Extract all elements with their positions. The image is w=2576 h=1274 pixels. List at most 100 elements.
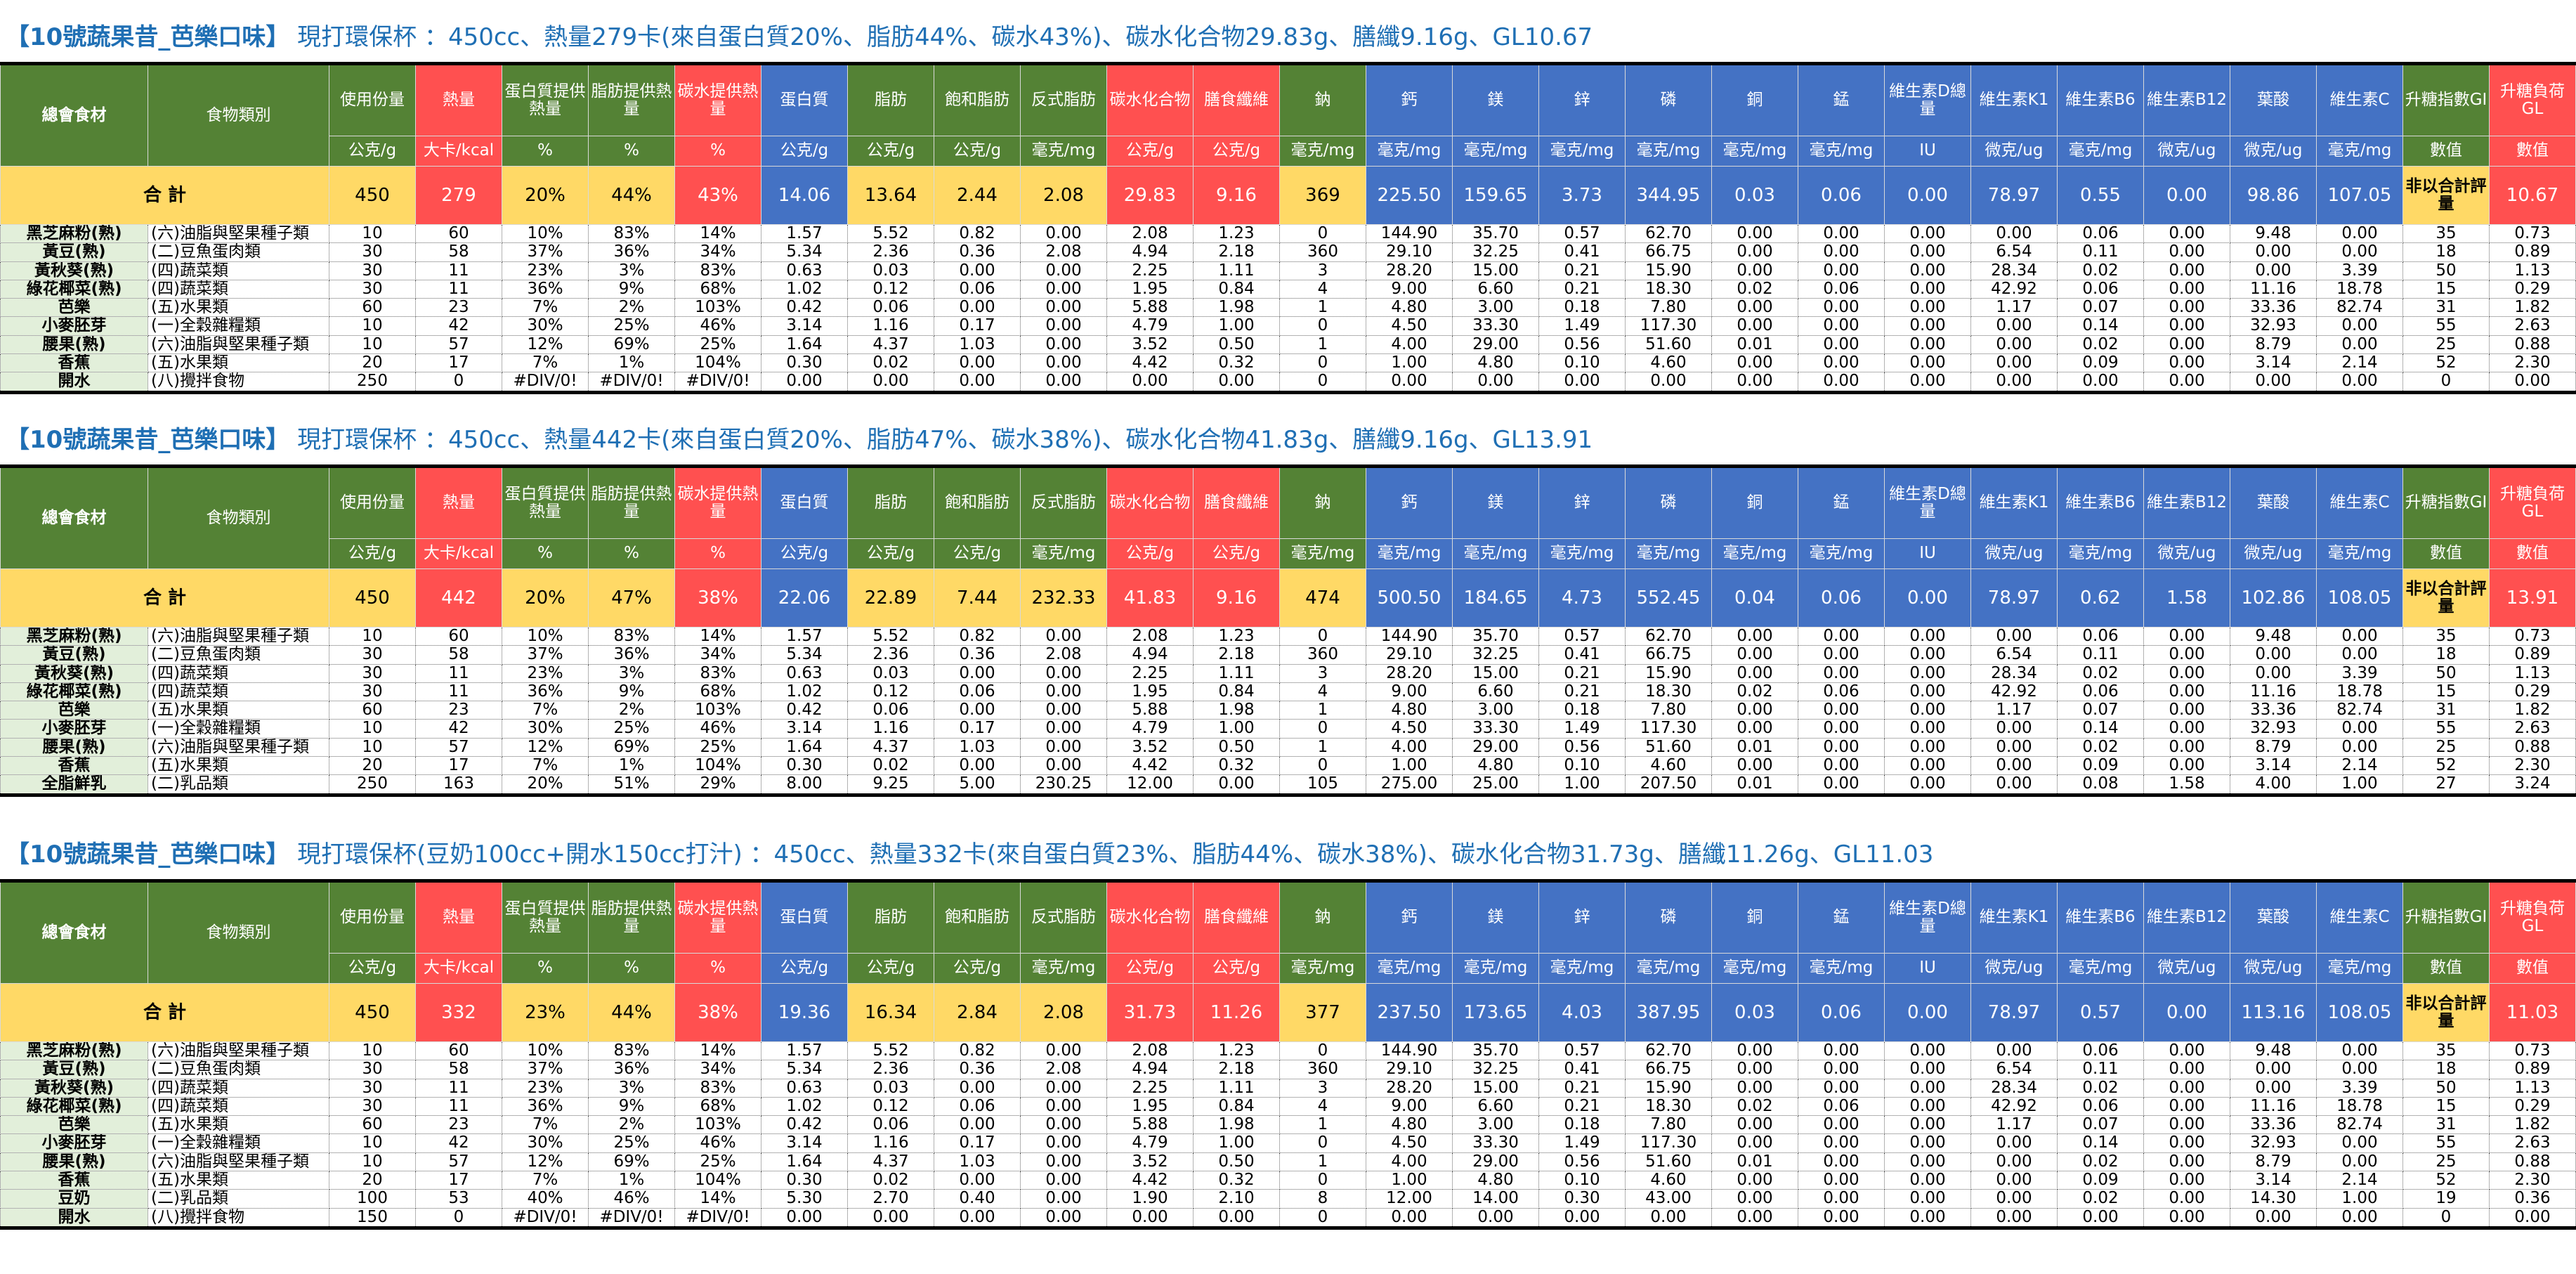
- data-cell[interactable]: 4.37: [847, 334, 934, 355]
- data-cell[interactable]: 230.25: [1020, 774, 1107, 795]
- data-cell[interactable]: 0.00: [2143, 1060, 2230, 1079]
- data-cell[interactable]: 11: [415, 261, 502, 280]
- data-cell[interactable]: #DIV/0!: [588, 1207, 675, 1228]
- data-cell[interactable]: 0.00: [1711, 701, 1798, 720]
- data-cell[interactable]: 0.00: [1020, 1171, 1107, 1190]
- data-cell[interactable]: 0.00: [1970, 756, 2058, 776]
- data-cell[interactable]: 32.25: [1452, 1060, 1539, 1079]
- data-cell[interactable]: 69%: [588, 737, 675, 758]
- data-cell[interactable]: 0: [1279, 1207, 1366, 1228]
- data-cell[interactable]: 0.00: [2316, 316, 2403, 336]
- data-cell[interactable]: 9.48: [2230, 1041, 2317, 1061]
- data-cell[interactable]: #DIV/0!: [502, 372, 589, 393]
- food-category[interactable]: (六)油脂與堅果種子類: [148, 1152, 329, 1172]
- data-cell[interactable]: 1.13: [2489, 663, 2576, 683]
- data-cell[interactable]: 0.00: [1970, 774, 2058, 795]
- data-cell[interactable]: 1.11: [1193, 1078, 1280, 1098]
- data-cell[interactable]: 0.29: [2489, 279, 2576, 299]
- data-cell[interactable]: 0.00: [2230, 242, 2317, 262]
- data-cell[interactable]: 0.00: [1884, 1060, 1971, 1079]
- data-cell[interactable]: 25%: [674, 737, 761, 758]
- data-cell[interactable]: 10: [329, 223, 416, 244]
- total-cell[interactable]: 0.03: [1711, 166, 1798, 225]
- data-cell[interactable]: 0.14: [2057, 719, 2144, 739]
- data-cell[interactable]: 0.14: [2057, 1133, 2144, 1153]
- data-cell[interactable]: 18: [2402, 645, 2490, 665]
- data-cell[interactable]: 1.02: [761, 279, 848, 299]
- data-cell[interactable]: 0.00: [934, 298, 1021, 318]
- data-cell[interactable]: 36%: [588, 242, 675, 262]
- data-cell[interactable]: 0.00: [2143, 1189, 2230, 1209]
- data-cell[interactable]: 0.00: [2143, 298, 2230, 318]
- data-cell[interactable]: 25: [2402, 1152, 2490, 1172]
- data-cell[interactable]: 0.00: [1106, 1207, 1194, 1228]
- data-cell[interactable]: 0.00: [2143, 1115, 2230, 1135]
- total-cell[interactable]: 20%: [502, 166, 589, 225]
- data-cell[interactable]: 0.00: [1884, 1096, 1971, 1117]
- data-cell[interactable]: 0.63: [761, 1078, 848, 1098]
- data-cell[interactable]: 4: [1279, 682, 1366, 702]
- data-cell[interactable]: 19: [2402, 1189, 2490, 1209]
- data-cell[interactable]: 1.00: [1366, 756, 1453, 776]
- data-cell[interactable]: 0.00: [2143, 261, 2230, 280]
- data-cell[interactable]: 0.00: [1625, 372, 1712, 393]
- data-cell[interactable]: 58: [415, 242, 502, 262]
- data-cell[interactable]: 28.34: [1970, 1078, 2058, 1098]
- data-cell[interactable]: 0.00: [1970, 626, 2058, 646]
- data-cell[interactable]: 29.10: [1366, 645, 1453, 665]
- data-cell[interactable]: 4.60: [1625, 353, 1712, 373]
- data-cell[interactable]: 4: [1279, 279, 1366, 299]
- data-cell[interactable]: 0.00: [1884, 1171, 1971, 1190]
- data-cell[interactable]: 0.82: [934, 1041, 1021, 1061]
- data-cell[interactable]: 46%: [674, 719, 761, 739]
- data-cell[interactable]: 0.00: [2316, 737, 2403, 758]
- data-cell[interactable]: 1.64: [761, 334, 848, 355]
- data-cell[interactable]: 0: [1279, 372, 1366, 393]
- data-cell[interactable]: 2.36: [847, 645, 934, 665]
- data-cell[interactable]: 0.00: [1711, 1115, 1798, 1135]
- data-cell[interactable]: 0.00: [934, 1078, 1021, 1098]
- data-cell[interactable]: 2.25: [1106, 261, 1194, 280]
- data-cell[interactable]: 11: [415, 663, 502, 683]
- ingredient-name[interactable]: 芭樂: [0, 701, 148, 720]
- data-cell[interactable]: 0: [1279, 1041, 1366, 1061]
- ingredient-name[interactable]: 香蕉: [0, 353, 148, 373]
- data-cell[interactable]: 0.00: [1798, 701, 1885, 720]
- data-cell[interactable]: 0.00: [2316, 372, 2403, 393]
- data-cell[interactable]: 11.16: [2230, 279, 2317, 299]
- data-cell[interactable]: 5.88: [1106, 701, 1194, 720]
- data-cell[interactable]: 0.00: [1193, 372, 1280, 393]
- data-cell[interactable]: 4.94: [1106, 1060, 1194, 1079]
- data-cell[interactable]: 0.63: [761, 261, 848, 280]
- data-cell[interactable]: 36%: [588, 645, 675, 665]
- data-cell[interactable]: 3.52: [1106, 737, 1194, 758]
- data-cell[interactable]: 0.56: [1538, 1152, 1626, 1172]
- data-cell[interactable]: 1: [1279, 701, 1366, 720]
- data-cell[interactable]: 2.63: [2489, 719, 2576, 739]
- data-cell[interactable]: 29.00: [1452, 334, 1539, 355]
- data-cell[interactable]: 0.00: [1798, 1060, 1885, 1079]
- data-cell[interactable]: 0.00: [1798, 353, 1885, 373]
- data-cell[interactable]: 0.17: [934, 316, 1021, 336]
- data-cell[interactable]: 0.21: [1538, 1096, 1626, 1117]
- data-cell[interactable]: 30%: [502, 719, 589, 739]
- data-cell[interactable]: 8.79: [2230, 1152, 2317, 1172]
- data-cell[interactable]: 1.17: [1970, 701, 2058, 720]
- data-cell[interactable]: 8.79: [2230, 334, 2317, 355]
- data-cell[interactable]: 0.00: [1711, 298, 1798, 318]
- ingredient-name[interactable]: 腰果(熟): [0, 737, 148, 758]
- data-cell[interactable]: 0.00: [1970, 1152, 2058, 1172]
- data-cell[interactable]: 18: [2402, 242, 2490, 262]
- food-category[interactable]: (一)全穀雜糧類: [148, 719, 329, 739]
- data-cell[interactable]: 14.30: [2230, 1189, 2317, 1209]
- data-cell[interactable]: 2.14: [2316, 353, 2403, 373]
- data-cell[interactable]: 10: [329, 737, 416, 758]
- data-cell[interactable]: 1.00: [2316, 1189, 2403, 1209]
- data-cell[interactable]: 0.84: [1193, 279, 1280, 299]
- data-cell[interactable]: 51%: [588, 774, 675, 795]
- data-cell[interactable]: 2.25: [1106, 663, 1194, 683]
- data-cell[interactable]: 0.06: [847, 298, 934, 318]
- data-cell[interactable]: 104%: [674, 353, 761, 373]
- data-cell[interactable]: 0.00: [1970, 719, 2058, 739]
- total-cell[interactable]: 29.83: [1106, 166, 1194, 225]
